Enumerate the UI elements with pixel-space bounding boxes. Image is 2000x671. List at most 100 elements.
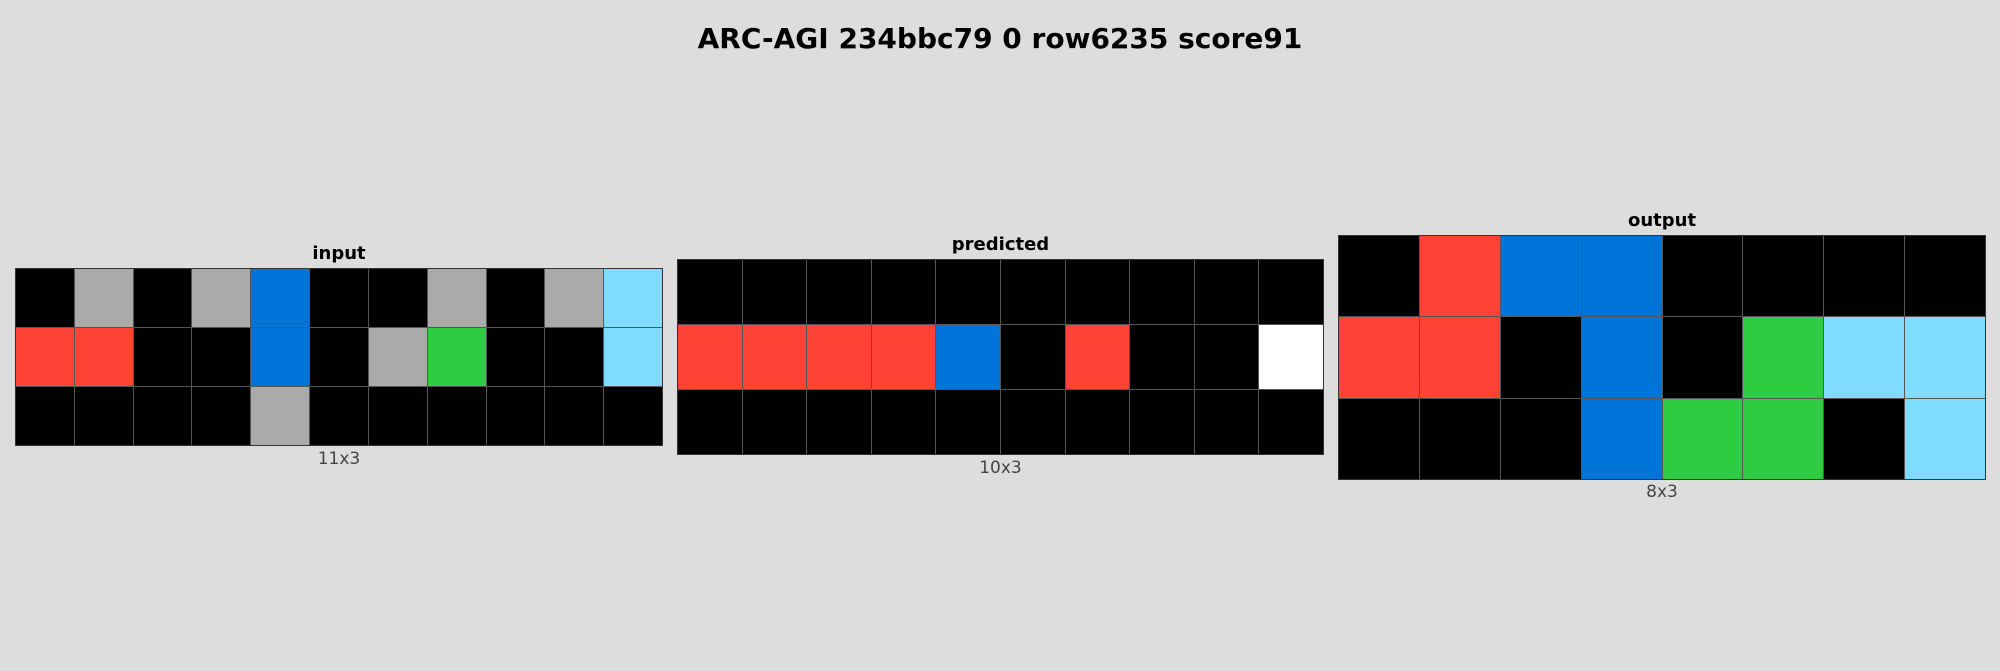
input-cell-r2-c3 xyxy=(192,387,251,445)
input-cell-r0-c4 xyxy=(251,269,310,327)
input-cell-r2-c8 xyxy=(486,387,545,445)
input-cell-r1-c6 xyxy=(368,328,427,386)
predicted-cell-r0-c1 xyxy=(742,260,807,324)
predicted-cell-r0-c6 xyxy=(1065,260,1130,324)
predicted-cell-r2-c2 xyxy=(807,390,871,454)
output-cell-r0-c3 xyxy=(1581,236,1662,317)
input-cell-r0-c2 xyxy=(133,269,192,327)
predicted-cell-r0-c5 xyxy=(1000,260,1065,324)
predicted-cell-r2-c4 xyxy=(936,390,1000,454)
output-cell-r1-c0 xyxy=(1339,317,1419,398)
input-cell-r2-c1 xyxy=(74,387,133,445)
predicted-cell-r2-c1 xyxy=(742,390,807,454)
input-cell-r1-c10 xyxy=(604,328,662,386)
input-cell-r2-c6 xyxy=(368,387,427,445)
predicted-cell-r0-c2 xyxy=(807,260,871,324)
output-cell-r1-c1 xyxy=(1419,317,1500,398)
predicted-cell-r1-c8 xyxy=(1194,325,1259,389)
output-cell-r0-c0 xyxy=(1339,236,1419,317)
predicted-cell-r0-c3 xyxy=(871,260,936,324)
output-cell-r2-c2 xyxy=(1500,398,1581,479)
input-cell-r0-c5 xyxy=(310,269,368,327)
input-cell-r1-c0 xyxy=(16,328,74,386)
input-cell-r2-c2 xyxy=(133,387,192,445)
output-cell-r2-c4 xyxy=(1662,398,1743,479)
output-cell-r2-c7 xyxy=(1905,398,1985,479)
output-cell-r0-c7 xyxy=(1905,236,1985,317)
input-cell-r0-c3 xyxy=(192,269,251,327)
predicted-cell-r0-c4 xyxy=(936,260,1000,324)
predicted-cell-r1-c1 xyxy=(742,325,807,389)
output-cell-r1-c3 xyxy=(1581,317,1662,398)
input-cell-r0-c9 xyxy=(545,269,604,327)
predicted-cell-r2-c3 xyxy=(871,390,936,454)
input-cell-r1-c4 xyxy=(251,328,310,386)
input-cell-r1-c7 xyxy=(427,328,486,386)
input-grid xyxy=(15,268,663,446)
input-cell-r0-c8 xyxy=(486,269,545,327)
input-panel: input 11x3 xyxy=(15,243,663,473)
output-cell-r1-c5 xyxy=(1743,317,1824,398)
output-cell-r2-c1 xyxy=(1419,398,1500,479)
output-cell-r0-c5 xyxy=(1743,236,1824,317)
predicted-cell-r1-c3 xyxy=(871,325,936,389)
input-cell-r2-c4 xyxy=(251,387,310,445)
page-title: ARC-AGI 234bbc79 0 row6235 score91 xyxy=(697,22,1303,55)
output-label: output xyxy=(1627,210,1697,231)
output-cell-r2-c6 xyxy=(1824,398,1905,479)
input-cell-r1-c5 xyxy=(310,328,368,386)
input-cell-r0-c6 xyxy=(368,269,427,327)
predicted-panel: predicted 10x3 xyxy=(677,234,1324,482)
output-cell-r0-c1 xyxy=(1419,236,1500,317)
predicted-cell-r1-c5 xyxy=(1000,325,1065,389)
output-cell-r1-c6 xyxy=(1824,317,1905,398)
predicted-cell-r2-c9 xyxy=(1259,390,1323,454)
input-cell-r1-c8 xyxy=(486,328,545,386)
input-cell-r1-c1 xyxy=(74,328,133,386)
predicted-cell-r1-c9 xyxy=(1259,325,1323,389)
output-cell-r1-c2 xyxy=(1500,317,1581,398)
predicted-dims: 10x3 xyxy=(979,458,1022,478)
predicted-grid xyxy=(677,259,1324,455)
input-cell-r2-c7 xyxy=(427,387,486,445)
input-label: input xyxy=(312,243,366,264)
predicted-cell-r0-c7 xyxy=(1130,260,1194,324)
predicted-cell-r2-c7 xyxy=(1130,390,1194,454)
input-cell-r2-c9 xyxy=(545,387,604,445)
output-grid xyxy=(1338,235,1986,480)
output-cell-r0-c6 xyxy=(1824,236,1905,317)
predicted-label: predicted xyxy=(951,234,1050,255)
input-cell-r1-c2 xyxy=(133,328,192,386)
predicted-cell-r1-c2 xyxy=(807,325,871,389)
input-cell-r2-c0 xyxy=(16,387,74,445)
predicted-cell-r2-c5 xyxy=(1000,390,1065,454)
predicted-cell-r2-c0 xyxy=(678,390,742,454)
input-cell-r0-c1 xyxy=(74,269,133,327)
input-cell-r1-c9 xyxy=(545,328,604,386)
predicted-cell-r0-c0 xyxy=(678,260,742,324)
predicted-cell-r0-c8 xyxy=(1194,260,1259,324)
output-cell-r0-c4 xyxy=(1662,236,1743,317)
input-cell-r0-c0 xyxy=(16,269,74,327)
output-cell-r1-c7 xyxy=(1905,317,1985,398)
output-cell-r2-c3 xyxy=(1581,398,1662,479)
input-cell-r0-c10 xyxy=(604,269,662,327)
predicted-cell-r1-c0 xyxy=(678,325,742,389)
input-cell-r2-c5 xyxy=(310,387,368,445)
output-cell-r2-c0 xyxy=(1339,398,1419,479)
predicted-cell-r2-c6 xyxy=(1065,390,1130,454)
predicted-cell-r2-c8 xyxy=(1194,390,1259,454)
input-cell-r1-c3 xyxy=(192,328,251,386)
output-dims: 8x3 xyxy=(1646,482,1678,502)
output-cell-r2-c5 xyxy=(1743,398,1824,479)
input-dims: 11x3 xyxy=(317,449,361,469)
output-cell-r1-c4 xyxy=(1662,317,1743,398)
predicted-cell-r0-c9 xyxy=(1259,260,1323,324)
output-cell-r0-c2 xyxy=(1500,236,1581,317)
output-panel: output 8x3 xyxy=(1338,210,1986,506)
predicted-cell-r1-c6 xyxy=(1065,325,1130,389)
input-cell-r2-c10 xyxy=(604,387,662,445)
predicted-cell-r1-c7 xyxy=(1130,325,1194,389)
input-cell-r0-c7 xyxy=(427,269,486,327)
predicted-cell-r1-c4 xyxy=(936,325,1000,389)
